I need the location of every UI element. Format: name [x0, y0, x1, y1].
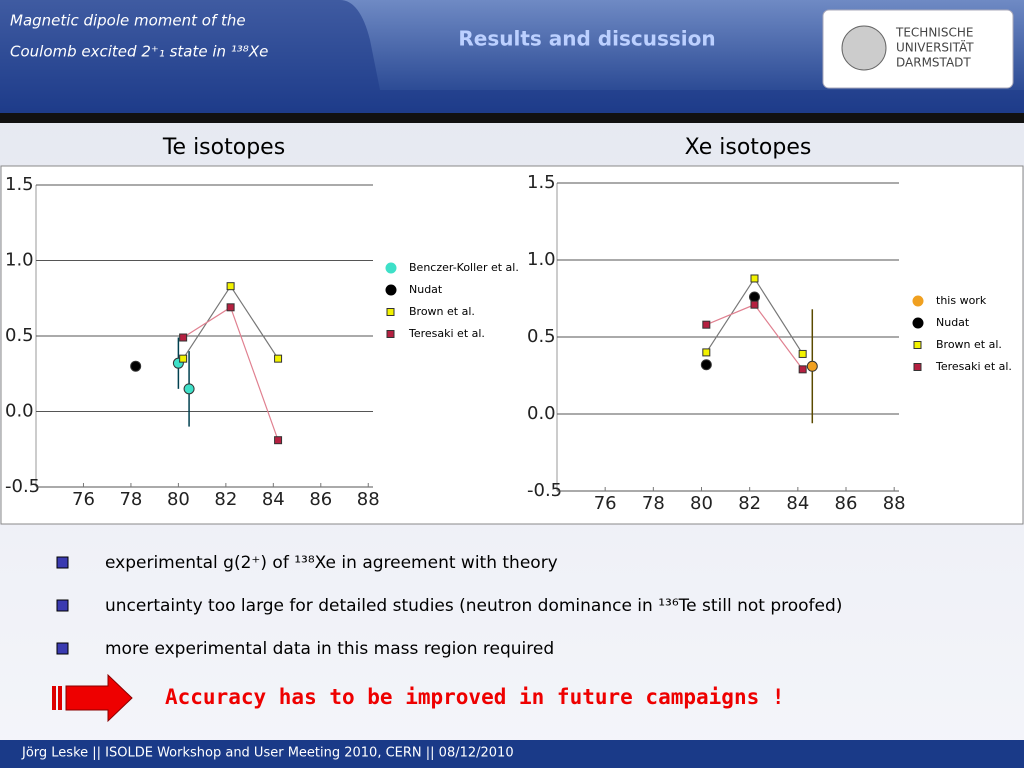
legend-label: this work: [936, 294, 987, 307]
x-tick-label: 76: [594, 493, 617, 514]
point: [226, 303, 235, 312]
x-tick-label: 80: [167, 489, 190, 510]
header-rule: [0, 113, 1024, 123]
point: [179, 354, 188, 363]
section-title: Results and discussion: [458, 27, 715, 51]
legend-label: Teresaki et al.: [408, 327, 485, 340]
legend-label: Nudat: [936, 316, 970, 329]
point: [806, 360, 818, 372]
y-tick-label: 0.5: [5, 325, 34, 346]
arrow: [52, 673, 133, 723]
legend-marker: [913, 341, 922, 349]
y-tick-label: -0.5: [527, 480, 562, 501]
point: [274, 354, 283, 363]
point: [750, 274, 759, 283]
legend-label: Benczer-Koller et al.: [409, 261, 519, 274]
y-tick-label: 0.0: [5, 401, 34, 422]
header-shape: [0, 0, 1024, 115]
bullet-marker: [56, 642, 69, 655]
slide-title: Coulomb excited 2⁺₁ state in ¹³⁸Xe: [10, 43, 268, 61]
legend-label: Nudat: [409, 283, 443, 296]
bullet-marker: [56, 556, 69, 569]
point: [798, 365, 807, 374]
slide-title: Magnetic dipole moment of the: [10, 12, 246, 30]
legend-marker: [385, 284, 397, 296]
x-tick-label: 86: [835, 493, 858, 514]
point: [798, 349, 807, 358]
x-tick-label: 78: [119, 489, 142, 510]
logo-text: TECHNISCHE: [895, 26, 973, 40]
y-tick-label: 0.5: [527, 326, 556, 347]
x-tick-label: 78: [642, 493, 665, 514]
point: [179, 333, 188, 342]
logo-text: UNIVERSITÄT: [896, 40, 974, 55]
legend-label: Brown et al.: [409, 305, 475, 318]
conclusion: Accuracy has to be improved in future ca…: [165, 685, 785, 709]
chart-title: Xe isotopes: [685, 135, 812, 160]
x-tick-label: 76: [72, 489, 95, 510]
y-tick-label: 1.0: [527, 249, 556, 270]
point: [183, 383, 195, 395]
point: [748, 291, 760, 303]
chart-title: Te isotopes: [162, 135, 285, 160]
legend-marker: [913, 363, 922, 371]
x-tick-label: 82: [214, 489, 237, 510]
bullet-marker: [56, 599, 69, 612]
x-tick-label: 84: [262, 489, 285, 510]
y-tick-label: 1.5: [5, 174, 34, 195]
legend-marker: [912, 295, 924, 307]
point: [130, 360, 142, 372]
x-tick-label: 88: [883, 493, 906, 514]
y-tick-label: 1.0: [5, 250, 34, 271]
point: [700, 359, 712, 371]
footer-bar: [0, 740, 1024, 768]
x-tick-label: 86: [309, 489, 332, 510]
point: [702, 348, 711, 357]
bullet-text: experimental g(2⁺) of ¹³⁸Xe in agreement…: [105, 553, 558, 573]
bullet-text: more experimental data in this mass regi…: [105, 639, 554, 659]
y-tick-label: 1.5: [527, 172, 556, 193]
bullet-text: uncertainty too large for detailed studi…: [105, 596, 842, 616]
point: [750, 300, 759, 309]
x-tick-label: 82: [738, 493, 761, 514]
legend-marker: [386, 308, 395, 316]
point: [702, 320, 711, 329]
footer: Jörg Leske || ISOLDE Workshop and User M…: [21, 746, 514, 761]
x-tick-label: 84: [786, 493, 809, 514]
x-tick-label: 88: [357, 489, 380, 510]
legend-label: Brown et al.: [936, 338, 1002, 351]
legend-marker: [912, 317, 924, 329]
legend-marker: [385, 262, 397, 274]
y-tick-label: -0.5: [5, 476, 40, 497]
point: [226, 282, 235, 291]
legend-marker: [386, 330, 395, 338]
point: [274, 436, 283, 445]
logo-text: DARMSTADT: [896, 56, 971, 70]
logo-emblem: [841, 25, 887, 71]
legend-label: Teresaki et al.: [935, 360, 1012, 373]
y-tick-label: 0.0: [527, 403, 556, 424]
chart-panel: [0, 165, 1024, 525]
x-tick-label: 80: [690, 493, 713, 514]
